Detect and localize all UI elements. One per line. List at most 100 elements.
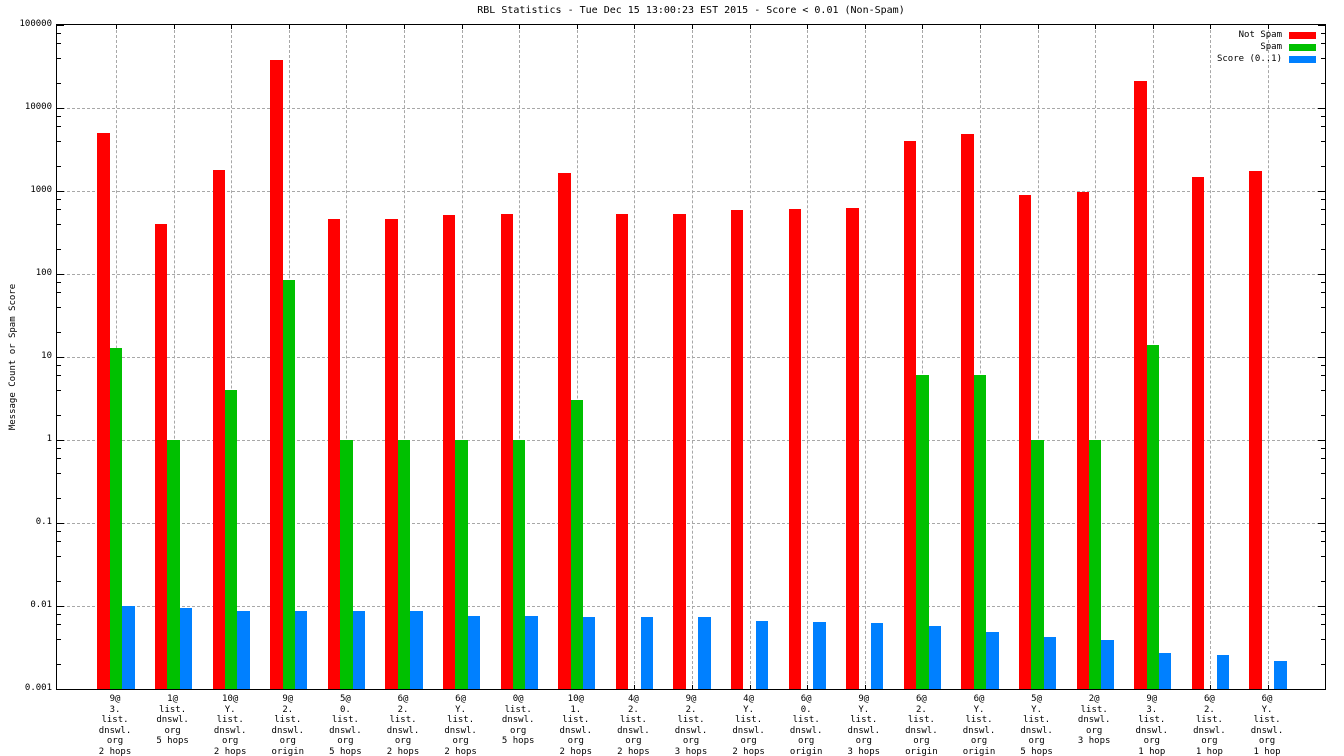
x-tick-top [1095, 25, 1097, 29]
bar-score-0-1 [813, 622, 826, 689]
x-tick-top [1152, 25, 1154, 29]
x-tick-top [519, 25, 521, 29]
x-tick-top [288, 25, 290, 29]
y-minor-tick-right [1321, 141, 1325, 143]
x-tick-label: 6@ 2. list. dnswl. org origin [905, 694, 938, 756]
bar-score-0-1 [871, 623, 884, 689]
x-gridline [749, 25, 751, 689]
y-minor-tick-right [1321, 209, 1325, 211]
bar-spam [513, 440, 526, 689]
bar-score-0-1 [1043, 637, 1057, 689]
x-tick-top [173, 25, 175, 29]
y-minor-tick-left [57, 639, 61, 641]
x-tick-label: 6@ 2. list. dnswl. org 2 hops [386, 694, 420, 756]
legend-swatch [1289, 31, 1316, 39]
x-tick-bottom [864, 685, 866, 689]
y-minor-tick-left [57, 556, 61, 558]
y-minor-tick-left [57, 166, 61, 167]
y-minor-tick-right [1321, 415, 1325, 416]
x-tick-bottom [692, 685, 693, 689]
x-tick-label: 10@ Y. list. dnswl. org 2 hops [213, 694, 247, 756]
x-gridline [864, 25, 866, 689]
bar-score-0-1 [352, 611, 365, 689]
x-gridline [1268, 25, 1269, 689]
x-tick-top [634, 25, 636, 29]
y-minor-tick-right [1321, 664, 1325, 665]
y-tick-label: 1 [46, 434, 52, 444]
y-gridline [57, 357, 1325, 358]
y-minor-tick-right [1321, 126, 1325, 128]
y-tick-label: 0.01 [30, 600, 52, 610]
x-tick-top [864, 25, 866, 29]
x-tick-label: 4@ 2. list. dnswl. org 2 hops [617, 694, 650, 756]
plot-area [56, 24, 1326, 690]
bar-spam [455, 440, 468, 689]
legend-swatch [1289, 55, 1316, 63]
y-minor-tick-left [57, 415, 61, 416]
y-minor-tick-right [1321, 166, 1325, 167]
y-gridline [57, 108, 1325, 109]
y-minor-tick-right [1321, 365, 1325, 367]
y-tick-label: 100000 [19, 19, 52, 29]
x-tick-label: 6@ 0. list. dnswl. org origin [789, 694, 823, 756]
bar-not-spam [327, 218, 341, 689]
y-minor-tick-right [1321, 541, 1325, 543]
x-tick-top [807, 25, 809, 29]
x-tick-label: 9@ 2. list. dnswl. org 3 hops [674, 694, 708, 756]
y-major-tick-right [1318, 25, 1325, 26]
x-tick-bottom [634, 685, 636, 689]
x-gridline [1037, 25, 1039, 689]
y-minor-tick-right [1321, 473, 1325, 475]
x-tick-bottom [1268, 685, 1269, 689]
bar-score-0-1 [755, 620, 769, 689]
x-gridline [980, 25, 981, 689]
bar-not-spam [155, 224, 168, 689]
y-minor-tick-left [57, 448, 61, 450]
x-gridline [634, 25, 636, 689]
y-minor-tick-right [1321, 58, 1325, 60]
x-gridline [1210, 25, 1212, 689]
y-minor-tick-right [1321, 307, 1325, 309]
y-major-tick-left [57, 523, 64, 524]
y-major-tick-left [57, 191, 64, 192]
y-minor-tick-left [57, 531, 61, 533]
x-tick-label: 10@ 1. list. dnswl. org 2 hops [559, 694, 593, 756]
y-tick-label: 10000 [24, 102, 52, 112]
x-gridline [404, 25, 405, 689]
bar-not-spam [500, 213, 513, 689]
x-tick-top [576, 25, 578, 29]
y-minor-tick-left [57, 43, 61, 45]
x-tick-label: 4@ Y. list. dnswl. org 2 hops [732, 694, 765, 756]
legend-item: Not Spam [1217, 29, 1316, 41]
y-minor-tick-left [57, 473, 61, 475]
bar-not-spam [1076, 192, 1089, 689]
bar-spam [1031, 440, 1044, 689]
bar-not-spam [846, 207, 859, 689]
y-major-tick-right [1318, 108, 1325, 109]
x-tick-top [749, 25, 751, 29]
x-gridline [1095, 25, 1097, 689]
x-tick-top [922, 25, 924, 29]
y-minor-tick-left [57, 209, 61, 211]
y-minor-tick-right [1321, 282, 1325, 284]
y-minor-tick-right [1321, 375, 1325, 377]
y-minor-tick-right [1321, 292, 1325, 294]
y-major-tick-left [57, 689, 64, 690]
bar-score-0-1 [640, 616, 653, 689]
bar-score-0-1 [1274, 660, 1287, 689]
x-tick-top [692, 25, 693, 29]
bar-spam [570, 400, 583, 689]
bar-not-spam [97, 132, 110, 689]
legend-item: Score (0..1) [1217, 53, 1316, 65]
x-tick-top [1268, 25, 1269, 29]
x-tick-top [231, 25, 233, 29]
bar-spam [282, 279, 295, 689]
x-tick-label: 5@ Y. list. dnswl. org 5 hops [1020, 694, 1053, 756]
bar-spam [340, 440, 353, 689]
bar-score-0-1 [583, 616, 596, 689]
bar-not-spam [385, 218, 398, 689]
x-gridline [346, 25, 348, 689]
y-minor-tick-right [1321, 224, 1325, 226]
bar-score-0-1 [179, 607, 193, 689]
y-minor-tick-left [57, 332, 61, 333]
